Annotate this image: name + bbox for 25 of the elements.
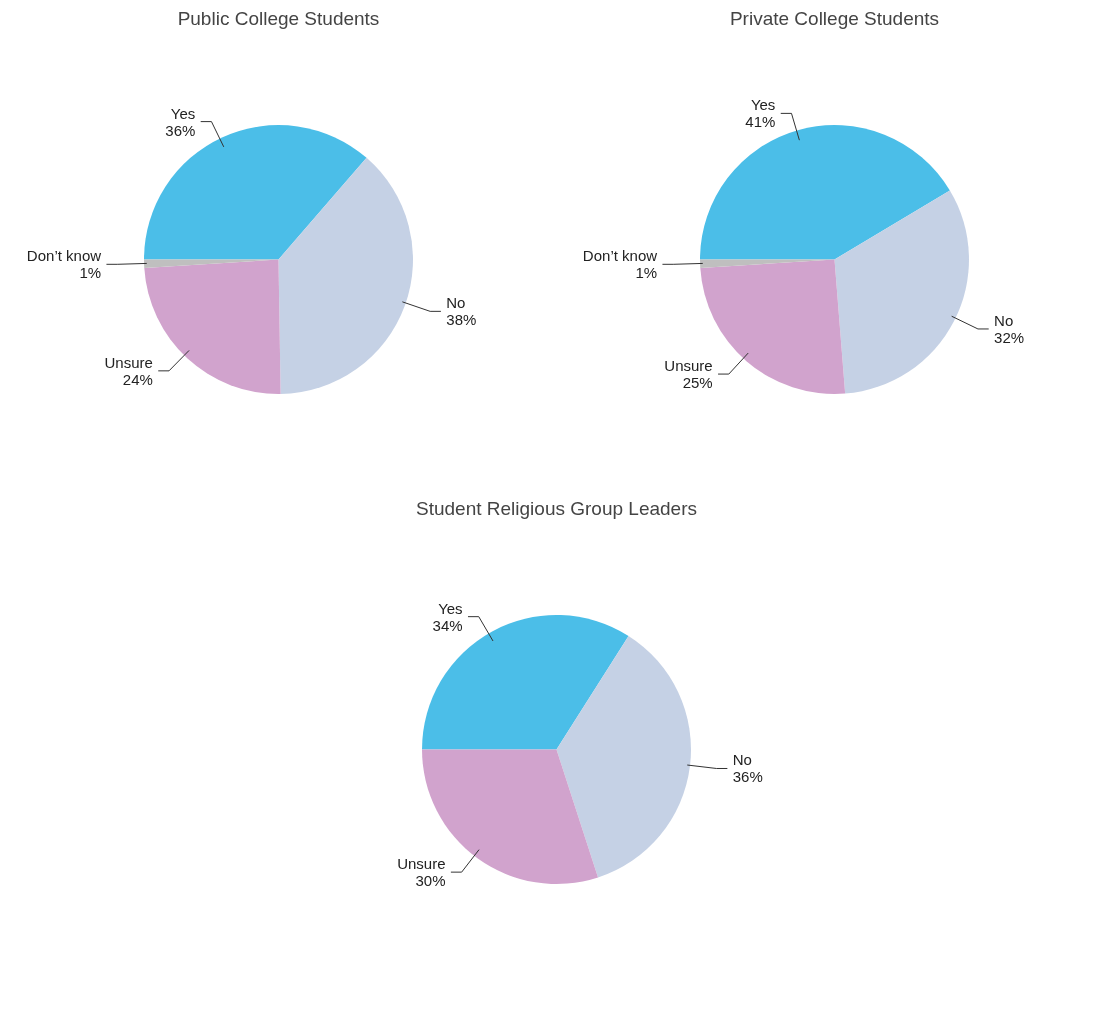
slice-label: Yes [750, 96, 776, 114]
data-label: 25% [682, 374, 713, 392]
chart-title: Private College Students [729, 7, 940, 29]
slice-label: No [446, 294, 466, 312]
slice-label: No [994, 311, 1014, 329]
slice-label: Yes [170, 104, 196, 122]
data-label: 41% [745, 113, 776, 131]
data-label: 36% [165, 121, 196, 139]
slice-label: Unsure [664, 357, 713, 375]
slice-label: Yes [438, 599, 463, 617]
slice-label: Don’t know [582, 247, 658, 265]
data-label: 36% [732, 768, 763, 786]
data-label: 1% [635, 264, 658, 282]
data-label: 38% [446, 311, 477, 329]
data-label: 1% [79, 264, 102, 282]
data-label: 30% [415, 872, 446, 890]
data-label: 24% [122, 370, 153, 388]
data-label: 34% [432, 616, 463, 634]
slice-label: Unsure [104, 353, 153, 371]
chart-title: Public College Students [177, 7, 380, 29]
slice-label: No [732, 751, 752, 769]
slice-label: Unsure [397, 855, 446, 873]
chart-title: Student Religious Group Leaders [416, 497, 697, 519]
slice-label: Don’t know [26, 247, 102, 265]
data-label: 32% [994, 328, 1025, 346]
